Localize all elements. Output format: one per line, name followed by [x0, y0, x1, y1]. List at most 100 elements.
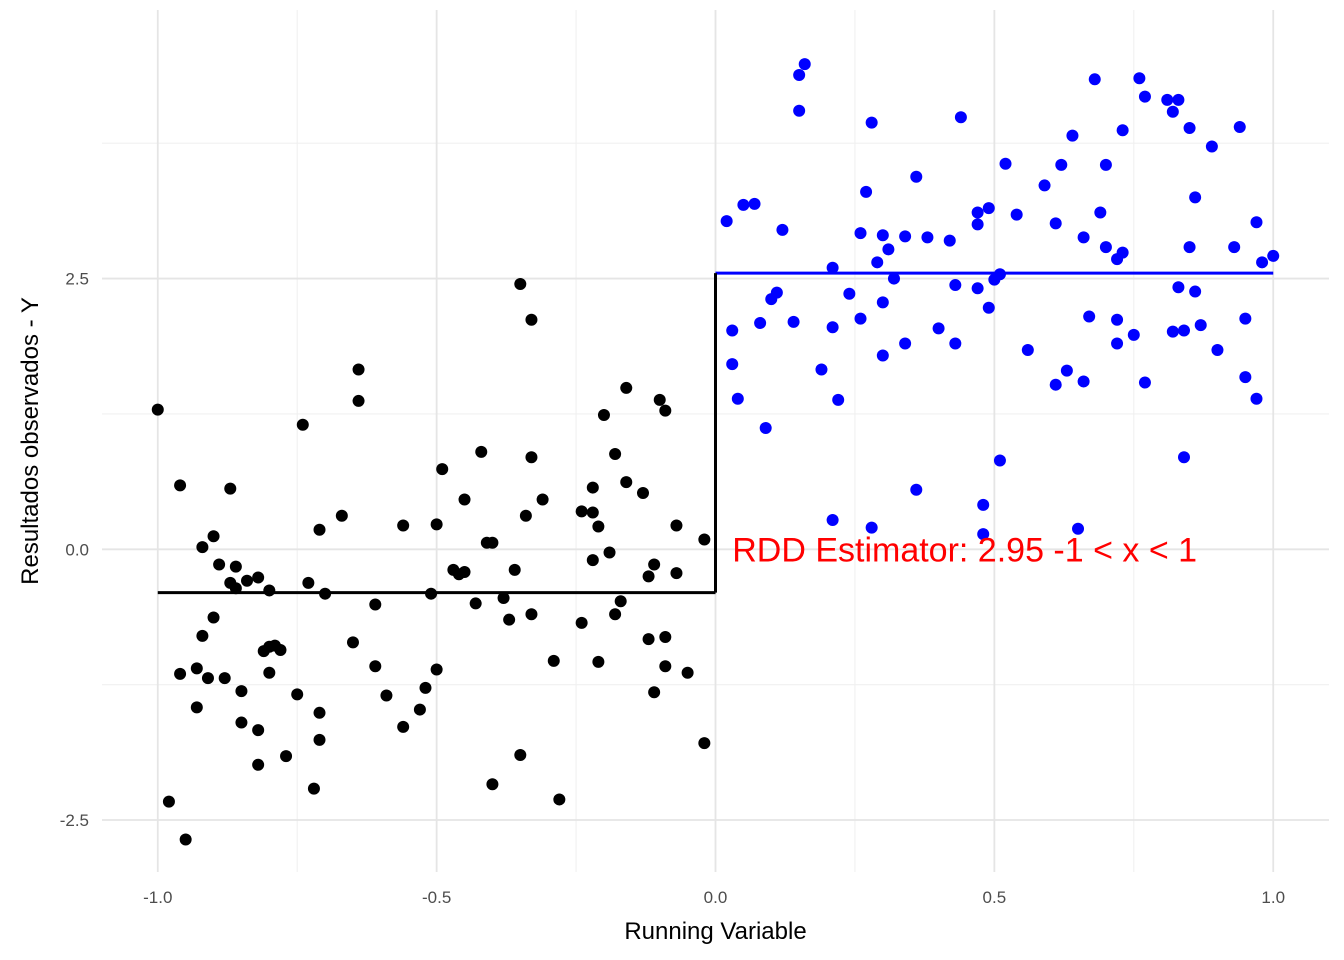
- right-data-point: [1077, 231, 1090, 244]
- left-data-point: [670, 519, 683, 532]
- right-data-point: [843, 287, 856, 300]
- left-data-point: [653, 393, 666, 406]
- left-data-point: [609, 447, 622, 460]
- right-data-point: [977, 528, 990, 541]
- left-data-point: [681, 666, 694, 679]
- left-data-point: [525, 313, 538, 326]
- right-data-point: [982, 202, 995, 215]
- left-data-point: [319, 587, 332, 600]
- right-data-point: [882, 243, 895, 256]
- left-data-point: [609, 608, 622, 621]
- right-data-point: [999, 157, 1012, 170]
- right-data-point: [1021, 344, 1034, 357]
- left-data-point: [514, 277, 527, 290]
- right-data-point: [1072, 522, 1085, 535]
- right-data-point: [1133, 72, 1146, 85]
- right-data-point: [1172, 93, 1185, 106]
- left-data-point: [229, 582, 242, 595]
- left-data-point: [430, 663, 443, 676]
- right-data-point: [720, 215, 733, 228]
- right-data-point: [1233, 120, 1246, 133]
- left-data-point: [252, 724, 265, 737]
- right-data-point: [726, 358, 739, 371]
- left-data-point: [201, 672, 214, 685]
- right-data-point: [759, 422, 772, 435]
- right-data-point: [1177, 324, 1190, 337]
- right-data-point: [731, 392, 744, 405]
- right-data-point: [1194, 319, 1207, 332]
- right-data-point: [876, 229, 889, 242]
- right-data-point: [865, 521, 878, 534]
- right-data-point: [943, 234, 956, 247]
- left-data-point: [252, 571, 265, 584]
- left-data-point: [380, 689, 393, 702]
- right-data-point: [1138, 376, 1151, 389]
- right-data-point: [860, 185, 873, 198]
- left-data-point: [274, 644, 287, 657]
- right-data-point: [737, 198, 750, 211]
- left-data-point: [458, 493, 471, 506]
- x-tick-label: 1.0: [1261, 888, 1285, 907]
- right-data-point: [793, 68, 806, 81]
- left-data-point: [592, 655, 605, 668]
- left-data-point: [263, 584, 276, 597]
- right-data-point: [993, 268, 1006, 281]
- right-data-point: [1239, 371, 1252, 384]
- left-data-point: [397, 519, 410, 532]
- right-data-point: [1010, 208, 1023, 221]
- left-data-point: [430, 518, 443, 531]
- left-data-point: [235, 716, 248, 729]
- right-data-point: [1161, 93, 1174, 106]
- right-data-point: [826, 261, 839, 274]
- left-data-point: [553, 793, 566, 806]
- right-data-point: [832, 393, 845, 406]
- left-data-point: [575, 616, 588, 629]
- left-data-point: [575, 505, 588, 518]
- right-data-point: [954, 111, 967, 124]
- left-data-point: [698, 533, 711, 546]
- left-data-point: [642, 633, 655, 646]
- right-data-point: [971, 218, 984, 231]
- left-data-point: [497, 592, 510, 605]
- left-data-point: [307, 782, 320, 795]
- right-data-point: [899, 230, 912, 243]
- x-tick-label: -0.5: [422, 888, 451, 907]
- right-data-point: [910, 483, 923, 496]
- left-data-point: [179, 833, 192, 846]
- left-data-point: [162, 795, 175, 808]
- y-axis-title: Resultados observados - Y: [17, 297, 44, 585]
- left-data-point: [229, 560, 242, 573]
- left-data-point: [436, 463, 449, 476]
- right-data-point: [971, 206, 984, 219]
- right-data-point: [1183, 241, 1196, 254]
- right-data-point: [854, 312, 867, 325]
- left-data-point: [241, 574, 254, 587]
- right-data-point: [754, 316, 767, 329]
- right-data-point: [1111, 313, 1124, 326]
- left-data-point: [335, 509, 348, 522]
- right-data-point: [932, 322, 945, 335]
- left-data-point: [346, 636, 359, 649]
- left-data-point: [486, 536, 499, 549]
- left-data-point: [174, 479, 187, 492]
- right-data-point: [1211, 344, 1224, 357]
- right-data-point: [1256, 256, 1269, 269]
- left-data-point: [503, 613, 516, 626]
- left-data-point: [263, 666, 276, 679]
- right-data-point: [977, 498, 990, 511]
- right-data-point: [1166, 105, 1179, 118]
- right-data-point: [1250, 392, 1263, 405]
- tick-labels: -1.0 -0.5 0.0 0.5 1.0 -2.5 0.0 2.5: [60, 270, 1285, 907]
- right-data-point: [899, 337, 912, 350]
- left-data-point: [586, 481, 599, 494]
- x-axis-title: Running Variable: [624, 918, 806, 945]
- left-data-point: [419, 681, 432, 694]
- right-data-point: [1177, 451, 1190, 464]
- right-data-point: [1205, 140, 1218, 153]
- right-data-point: [798, 58, 811, 71]
- left-data-point: [659, 631, 672, 644]
- rdd-estimator-annotation: RDD Estimator: 2.95 -1 < x < 1: [732, 531, 1197, 569]
- left-data-point: [547, 654, 560, 667]
- left-data-point: [280, 750, 293, 763]
